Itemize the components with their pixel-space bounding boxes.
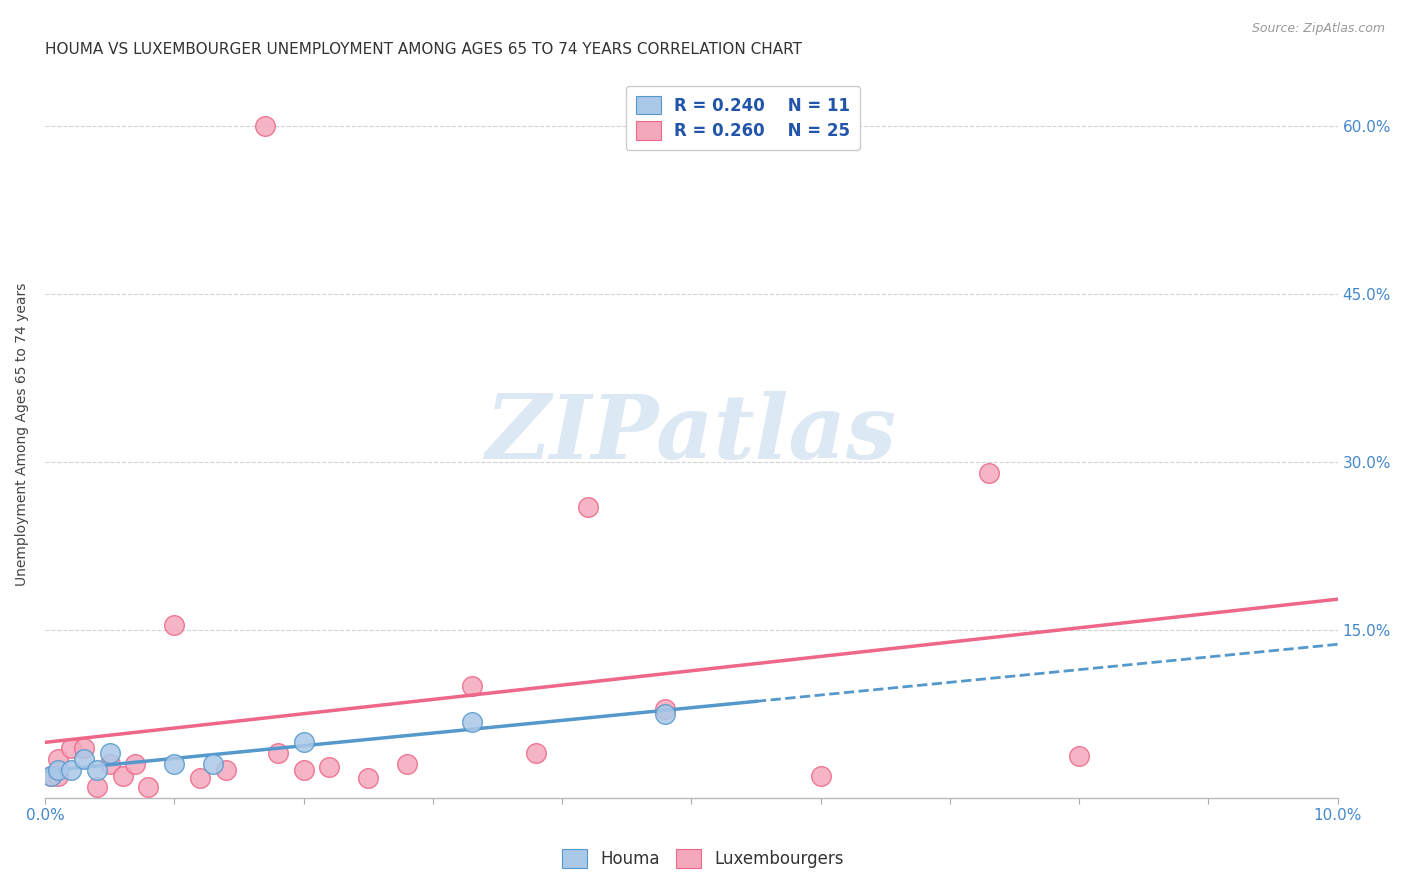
Point — [266, 746, 288, 760]
Point — [576, 500, 599, 514]
Point — [253, 120, 276, 134]
Point — [46, 752, 69, 766]
Point — [524, 746, 547, 760]
Y-axis label: Unemployment Among Ages 65 to 74 years: Unemployment Among Ages 65 to 74 years — [15, 283, 30, 586]
Point — [138, 780, 160, 794]
Point — [1069, 748, 1091, 763]
Point — [98, 757, 121, 772]
Point — [59, 740, 82, 755]
Point — [654, 707, 676, 722]
Point — [460, 714, 482, 729]
Point — [73, 752, 96, 766]
Point — [357, 771, 380, 785]
Point — [202, 757, 225, 772]
Point — [163, 757, 186, 772]
Point — [46, 763, 69, 777]
Point — [292, 763, 315, 777]
Point — [654, 701, 676, 715]
Text: Source: ZipAtlas.com: Source: ZipAtlas.com — [1251, 22, 1385, 36]
Point — [86, 763, 108, 777]
Text: ZIPatlas: ZIPatlas — [486, 391, 897, 477]
Point — [41, 769, 63, 783]
Point — [292, 735, 315, 749]
Point — [215, 763, 238, 777]
Legend: Houma, Luxembourgers: Houma, Luxembourgers — [555, 843, 851, 875]
Point — [395, 757, 418, 772]
Point — [98, 746, 121, 760]
Point — [460, 679, 482, 693]
Point — [59, 763, 82, 777]
Point — [163, 617, 186, 632]
Point — [46, 769, 69, 783]
Point — [41, 769, 63, 783]
Point — [318, 760, 340, 774]
Legend: R = 0.240    N = 11, R = 0.260    N = 25: R = 0.240 N = 11, R = 0.260 N = 25 — [626, 86, 860, 150]
Point — [86, 780, 108, 794]
Point — [73, 740, 96, 755]
Text: HOUMA VS LUXEMBOURGER UNEMPLOYMENT AMONG AGES 65 TO 74 YEARS CORRELATION CHART: HOUMA VS LUXEMBOURGER UNEMPLOYMENT AMONG… — [45, 42, 801, 57]
Point — [188, 771, 211, 785]
Point — [124, 757, 146, 772]
Point — [111, 769, 134, 783]
Point — [810, 769, 832, 783]
Point — [977, 467, 1000, 481]
